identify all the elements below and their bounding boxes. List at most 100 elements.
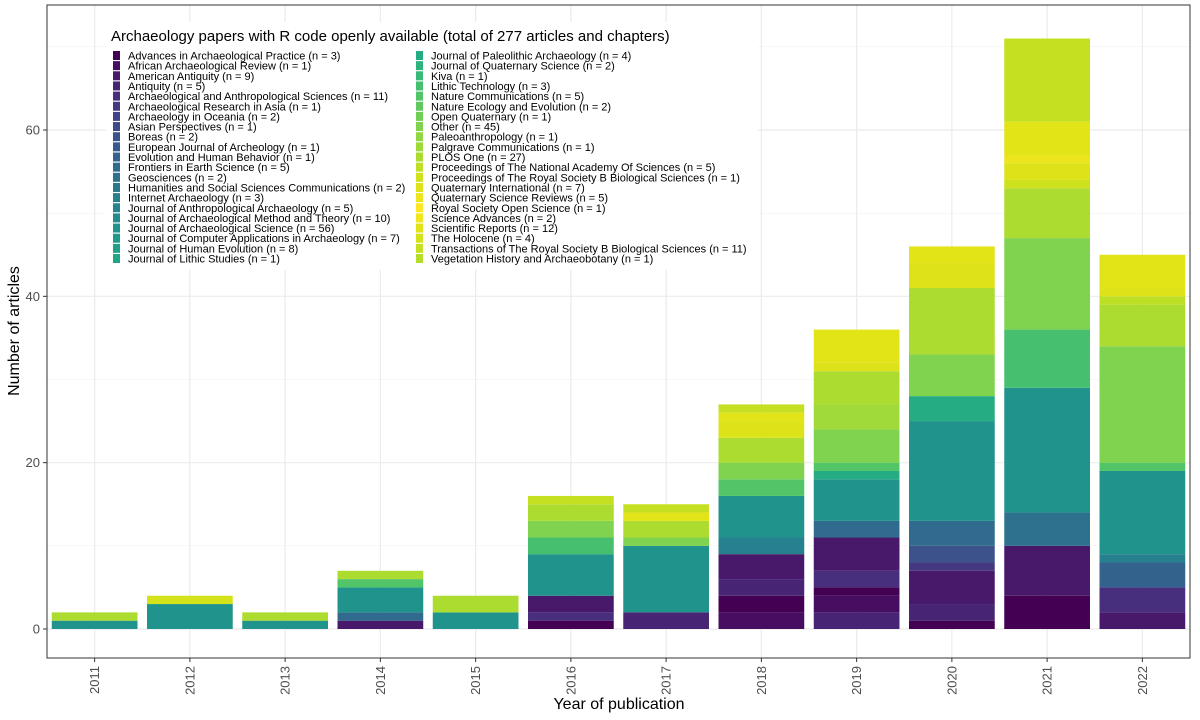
legend-entry-label: American Antiquity (n = 9) xyxy=(128,71,254,83)
legend-entry-label: Paleoanthropology (n = 1) xyxy=(431,132,558,144)
legend-entry-label: Palgrave Communications (n = 1) xyxy=(431,142,595,154)
bar-segment xyxy=(623,545,709,613)
legend-key xyxy=(113,172,120,182)
y-tick-label: 0 xyxy=(33,622,40,637)
bar-segment xyxy=(813,479,900,521)
legend-key xyxy=(113,254,120,263)
legend-key xyxy=(416,101,423,111)
x-tick-label: 2018 xyxy=(754,666,769,695)
bar-segment xyxy=(528,495,614,505)
bar-segment xyxy=(718,595,805,613)
legend-key xyxy=(113,193,120,203)
bar-segment xyxy=(623,612,709,629)
legend-key xyxy=(416,71,423,81)
legend-background xyxy=(106,22,758,270)
legend-entry-label: Archaeological Research in Asia (n = 1) xyxy=(128,101,321,113)
bar-stacks xyxy=(51,38,1186,629)
legend-key xyxy=(113,122,120,132)
legend-entry-label: Asian Perspectives (n = 1) xyxy=(128,122,257,134)
y-tick-label: 40 xyxy=(26,289,40,304)
bar-segment xyxy=(1099,296,1186,305)
bar-segment xyxy=(1099,288,1186,297)
x-tick-label: 2013 xyxy=(278,666,293,695)
bar-segment xyxy=(1004,163,1090,180)
legend-key xyxy=(113,101,120,111)
legend-entry-label: Quaternary International (n = 7) xyxy=(431,182,585,194)
bar-segment xyxy=(528,504,614,521)
legend-key xyxy=(416,51,423,60)
x-tick-label: 2017 xyxy=(659,666,674,695)
bar-segment xyxy=(528,554,614,596)
bar-segment xyxy=(1004,179,1090,189)
legend-entry-label: Journal of Lithic Studies (n = 1) xyxy=(128,254,280,266)
legend-entry-label: The Holocene (n = 4) xyxy=(431,233,535,245)
bar-segment xyxy=(909,354,995,397)
bar-segment xyxy=(1004,512,1090,546)
legend-key xyxy=(416,142,423,152)
legend-entry-label: Journal of Quaternary Science (n = 2) xyxy=(431,61,615,73)
bar-segment xyxy=(718,554,805,580)
bar-segment xyxy=(528,620,614,629)
bar-segment xyxy=(337,579,424,588)
bar-segment xyxy=(147,604,233,629)
legend-key xyxy=(416,233,423,243)
bar-segment xyxy=(813,429,900,463)
bar-segment xyxy=(909,263,995,289)
legend-entry-label: Humanities and Social Sciences Communica… xyxy=(128,182,405,194)
bar-segment xyxy=(909,545,995,563)
legend-key xyxy=(113,182,120,192)
bar-segment xyxy=(337,612,424,621)
bar-segment xyxy=(1099,254,1186,289)
legend-entry-label: Vegetation History and Archaeobotany (n … xyxy=(431,254,653,266)
y-tick-label: 20 xyxy=(26,455,40,470)
legend-entry-label: Archaeological and Anthropological Scien… xyxy=(128,91,388,103)
bar-segment xyxy=(1099,346,1186,463)
legend-key xyxy=(113,111,120,121)
bar-segment xyxy=(909,570,995,605)
x-tick-label: 2021 xyxy=(1040,666,1055,695)
legend-entry-label: African Archaeological Review (n = 1) xyxy=(128,61,311,73)
bar-segment xyxy=(718,537,805,555)
legend-key xyxy=(113,71,120,81)
x-axis: 2011 2012 2013 2014 2015 2016 2017 2018 2019 2020… xyxy=(87,658,1150,695)
legend-entry-label: Advances in Archaeological Practice (n =… xyxy=(128,51,340,63)
legend-key xyxy=(416,122,423,132)
x-tick-label: 2015 xyxy=(468,666,483,695)
bar-segment xyxy=(1004,154,1090,164)
legend: Archaeology papers with R code openly av… xyxy=(106,22,758,270)
legend-key xyxy=(113,152,120,162)
legend-entry-label: Lithic Technology (n = 3) xyxy=(431,81,550,93)
legend-entry-label: European Journal of Archeology (n = 1) xyxy=(128,142,320,154)
bar-segment xyxy=(718,421,805,438)
bar-segment xyxy=(432,595,519,613)
bar-segment xyxy=(1099,562,1186,588)
legend-entry-label: Nature Ecology and Evolution (n = 2) xyxy=(431,101,611,113)
bar-segment xyxy=(242,612,328,621)
x-tick-label: 2014 xyxy=(373,666,388,695)
x-tick-label: 2020 xyxy=(944,666,959,695)
legend-key xyxy=(113,61,120,71)
bar-segment xyxy=(1099,587,1186,613)
bar-segment xyxy=(813,520,900,538)
bar-segment xyxy=(909,520,995,546)
bar-segment xyxy=(432,612,519,629)
legend-entry-label: Proceedings of The National Academy Of S… xyxy=(431,162,715,174)
bar-segment xyxy=(813,329,900,363)
bar-segment xyxy=(718,462,805,480)
legend-entry-label: Journal of Archaeological Science (n = 5… xyxy=(128,223,334,235)
legend-key xyxy=(416,254,423,263)
bar-segment xyxy=(813,570,900,588)
legend-entry-label: Other (n = 45) xyxy=(431,122,500,134)
bar-segment xyxy=(528,595,614,613)
legend-entry-label: Antiquity (n = 5) xyxy=(128,81,205,93)
bar-segment xyxy=(813,371,900,405)
bar-segment xyxy=(718,479,805,496)
legend-entry-label: Frontiers in Earth Science (n = 5) xyxy=(128,162,290,174)
bar-segment xyxy=(718,412,805,422)
y-axis-title: Number of articles xyxy=(6,266,23,396)
legend-key xyxy=(416,132,423,142)
legend-key xyxy=(113,132,120,142)
legend-key xyxy=(113,51,120,60)
legend-entry-label: Journal of Paleolithic Archaeology (n = … xyxy=(431,51,631,63)
legend-entry-label: Open Quaternary (n = 1) xyxy=(431,111,551,123)
